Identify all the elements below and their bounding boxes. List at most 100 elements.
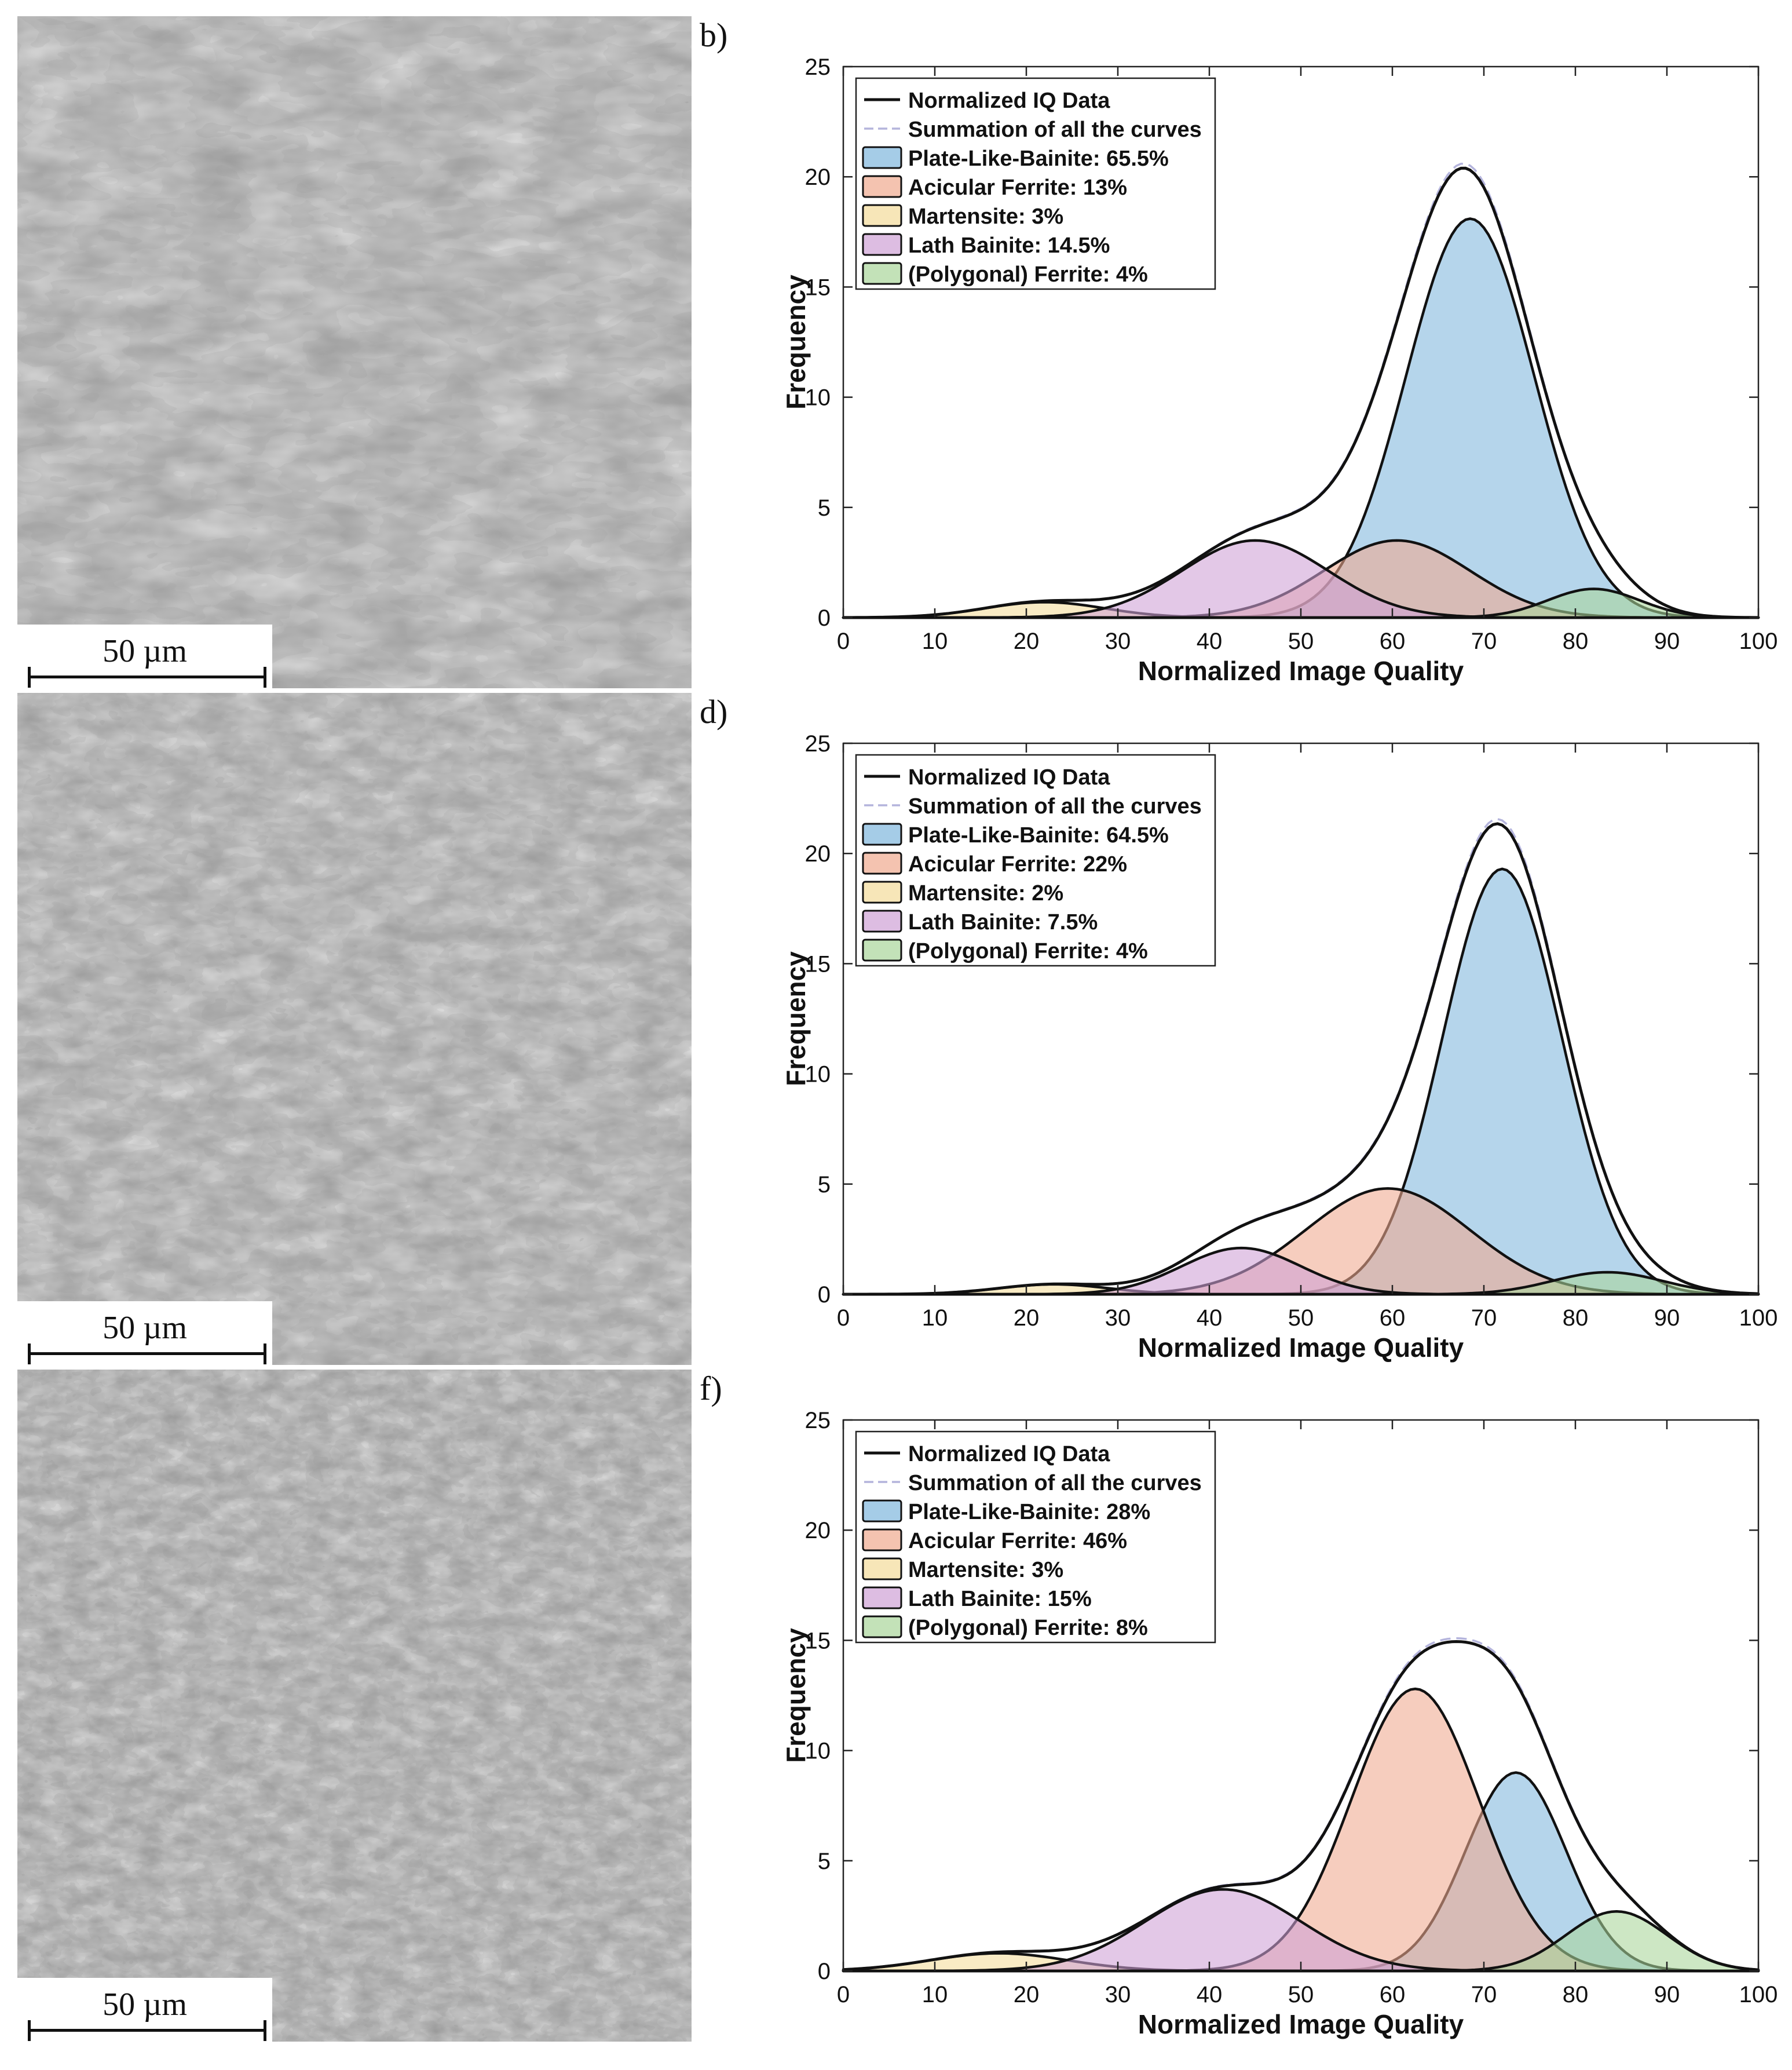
legend-swatch — [862, 939, 902, 962]
legend-item-label: Martensite: 3% — [908, 205, 1063, 229]
legend-item-label: Plate-Like-Bainite: 28% — [908, 1500, 1150, 1524]
legend-item-label: Normalized IQ Data — [908, 1442, 1110, 1466]
panel-label-f: f) — [700, 1370, 722, 1407]
y-tick-label: 20 — [805, 1518, 831, 1543]
legend-swatch — [862, 881, 902, 904]
legend-item-label: Summation of all the curves — [908, 1471, 1202, 1495]
x-axis-label: Normalized Image Quality — [1138, 1332, 1464, 1363]
x-tick-label: 20 — [1014, 629, 1040, 654]
micrograph-c: 50 µm — [17, 693, 692, 1365]
chart-svg: 0 10 20 30 40 50 60 70 80 90 100 0 5 10 15 20 25 Normaliz… — [781, 1408, 1778, 2039]
legend-swatch — [862, 910, 902, 933]
x-tick-label: 100 — [1739, 1982, 1778, 2007]
legend-swatch — [862, 852, 902, 875]
y-tick-label: 25 — [805, 731, 831, 757]
scale-bar-label: 50 µm — [103, 633, 187, 669]
legend — [855, 1430, 1216, 1644]
x-tick-label: 80 — [1563, 629, 1589, 654]
legend-item-label: Lath Bainite: 14.5% — [908, 233, 1110, 258]
x-tick-label: 100 — [1739, 1305, 1778, 1331]
y-tick-label: 20 — [805, 165, 831, 190]
panel-label-b: b) — [700, 16, 728, 54]
x-tick-label: 10 — [922, 1982, 948, 2007]
x-tick-label: 40 — [1197, 1305, 1223, 1331]
x-tick-label: 90 — [1654, 1982, 1680, 2007]
x-tick-label: 60 — [1380, 629, 1406, 654]
scale-bar-line — [28, 1344, 266, 1364]
chart-svg: 0 10 20 30 40 50 60 70 80 90 100 0 5 10 15 20 25 Normaliz… — [781, 54, 1778, 686]
legend-swatch — [862, 1499, 902, 1523]
x-tick-label: 0 — [837, 629, 850, 654]
legend-swatch — [862, 233, 902, 256]
x-tick-label: 30 — [1105, 1305, 1131, 1331]
legend-item-label: Martensite: 3% — [908, 1558, 1063, 1582]
y-tick-label: 10 — [805, 1739, 831, 1764]
y-tick-label: 5 — [818, 1849, 831, 1874]
x-tick-label: 20 — [1014, 1305, 1040, 1331]
legend-swatch — [862, 823, 902, 846]
legend-item-label: Summation of all the curves — [908, 118, 1202, 142]
y-tick-label: 0 — [818, 1282, 831, 1308]
legend-swatch — [862, 204, 902, 227]
y-axis-label: Frequency — [781, 951, 811, 1086]
x-tick-label: 30 — [1105, 629, 1131, 654]
legend-item-label: Normalized IQ Data — [908, 89, 1110, 113]
x-tick-label: 30 — [1105, 1982, 1131, 2007]
y-tick-label: 20 — [805, 841, 831, 867]
legend-item-label: (Polygonal) Ferrite: 4% — [908, 939, 1148, 963]
legend-item-label: Plate-Like-Bainite: 64.5% — [908, 823, 1169, 848]
x-tick-label: 70 — [1471, 1305, 1497, 1331]
scale-bar: 50 µm — [17, 1301, 272, 1365]
legend-swatch — [862, 1586, 902, 1609]
scale-bar-label: 50 µm — [103, 1987, 187, 2022]
normalized-iq-data-line — [843, 1640, 1759, 1972]
x-tick-label: 40 — [1197, 1982, 1223, 2007]
x-tick-label: 70 — [1471, 629, 1497, 654]
legend-swatch — [862, 262, 902, 285]
legend-item-label: Lath Bainite: 7.5% — [908, 910, 1098, 934]
x-tick-label: 90 — [1654, 629, 1680, 654]
legend-item-label: Acicular Ferrite: 13% — [908, 176, 1127, 200]
iq-distribution-chart-f: 0 10 20 30 40 50 60 70 80 90 100 0 5 10 15 20 25 Normaliz… — [770, 1365, 1792, 2043]
y-tick-label: 15 — [805, 275, 831, 300]
legend-swatch — [862, 1557, 902, 1580]
y-tick-label: 15 — [805, 1628, 831, 1653]
x-tick-label: 80 — [1563, 1305, 1589, 1331]
micrograph-texture — [17, 1370, 692, 2042]
micrograph-e: 50 µm — [17, 1370, 692, 2042]
scale-bar-label: 50 µm — [103, 1310, 187, 1346]
x-tick-label: 50 — [1288, 1982, 1314, 2007]
chart-svg: 0 10 20 30 40 50 60 70 80 90 100 0 5 10 15 20 25 Normaliz… — [781, 731, 1778, 1363]
x-tick-label: 10 — [922, 1305, 948, 1331]
x-tick-label: 70 — [1471, 1982, 1497, 2007]
x-tick-label: 50 — [1288, 629, 1314, 654]
normalized-iq-data-line — [843, 166, 1758, 619]
legend-item-label: Acicular Ferrite: 46% — [908, 1529, 1127, 1553]
x-tick-label: 50 — [1288, 1305, 1314, 1331]
legend-swatch — [862, 1528, 902, 1551]
y-tick-label: 10 — [805, 1062, 831, 1087]
legend-item-label: Summation of all the curves — [908, 794, 1202, 819]
scale-bar: 50 µm — [17, 1978, 272, 2042]
y-tick-label: 0 — [818, 1959, 831, 1984]
scale-bar: 50 µm — [17, 625, 272, 688]
x-tick-label: 20 — [1014, 1982, 1040, 2007]
normalized-iq-data-line — [843, 822, 1759, 1296]
x-tick-label: 60 — [1380, 1982, 1406, 2007]
x-tick-label: 80 — [1563, 1982, 1589, 2007]
x-tick-label: 40 — [1197, 629, 1223, 654]
y-tick-label: 10 — [805, 385, 831, 411]
y-tick-label: 25 — [805, 54, 831, 80]
scale-bar-line — [28, 2020, 266, 2041]
legend-item-label: (Polygonal) Ferrite: 8% — [908, 1616, 1148, 1640]
legend-swatch — [862, 146, 902, 169]
x-tick-label: 0 — [837, 1982, 850, 2007]
micrograph-a: 50 µm — [17, 16, 692, 688]
micrograph-texture — [17, 693, 692, 1365]
legend-swatch — [862, 175, 902, 198]
legend-item-label: (Polygonal) Ferrite: 4% — [908, 262, 1148, 287]
legend-item-label: Lath Bainite: 15% — [908, 1587, 1092, 1611]
component-curve-polygonal-ferrite — [842, 587, 1760, 619]
x-tick-label: 60 — [1380, 1305, 1406, 1331]
x-tick-label: 90 — [1654, 1305, 1680, 1331]
